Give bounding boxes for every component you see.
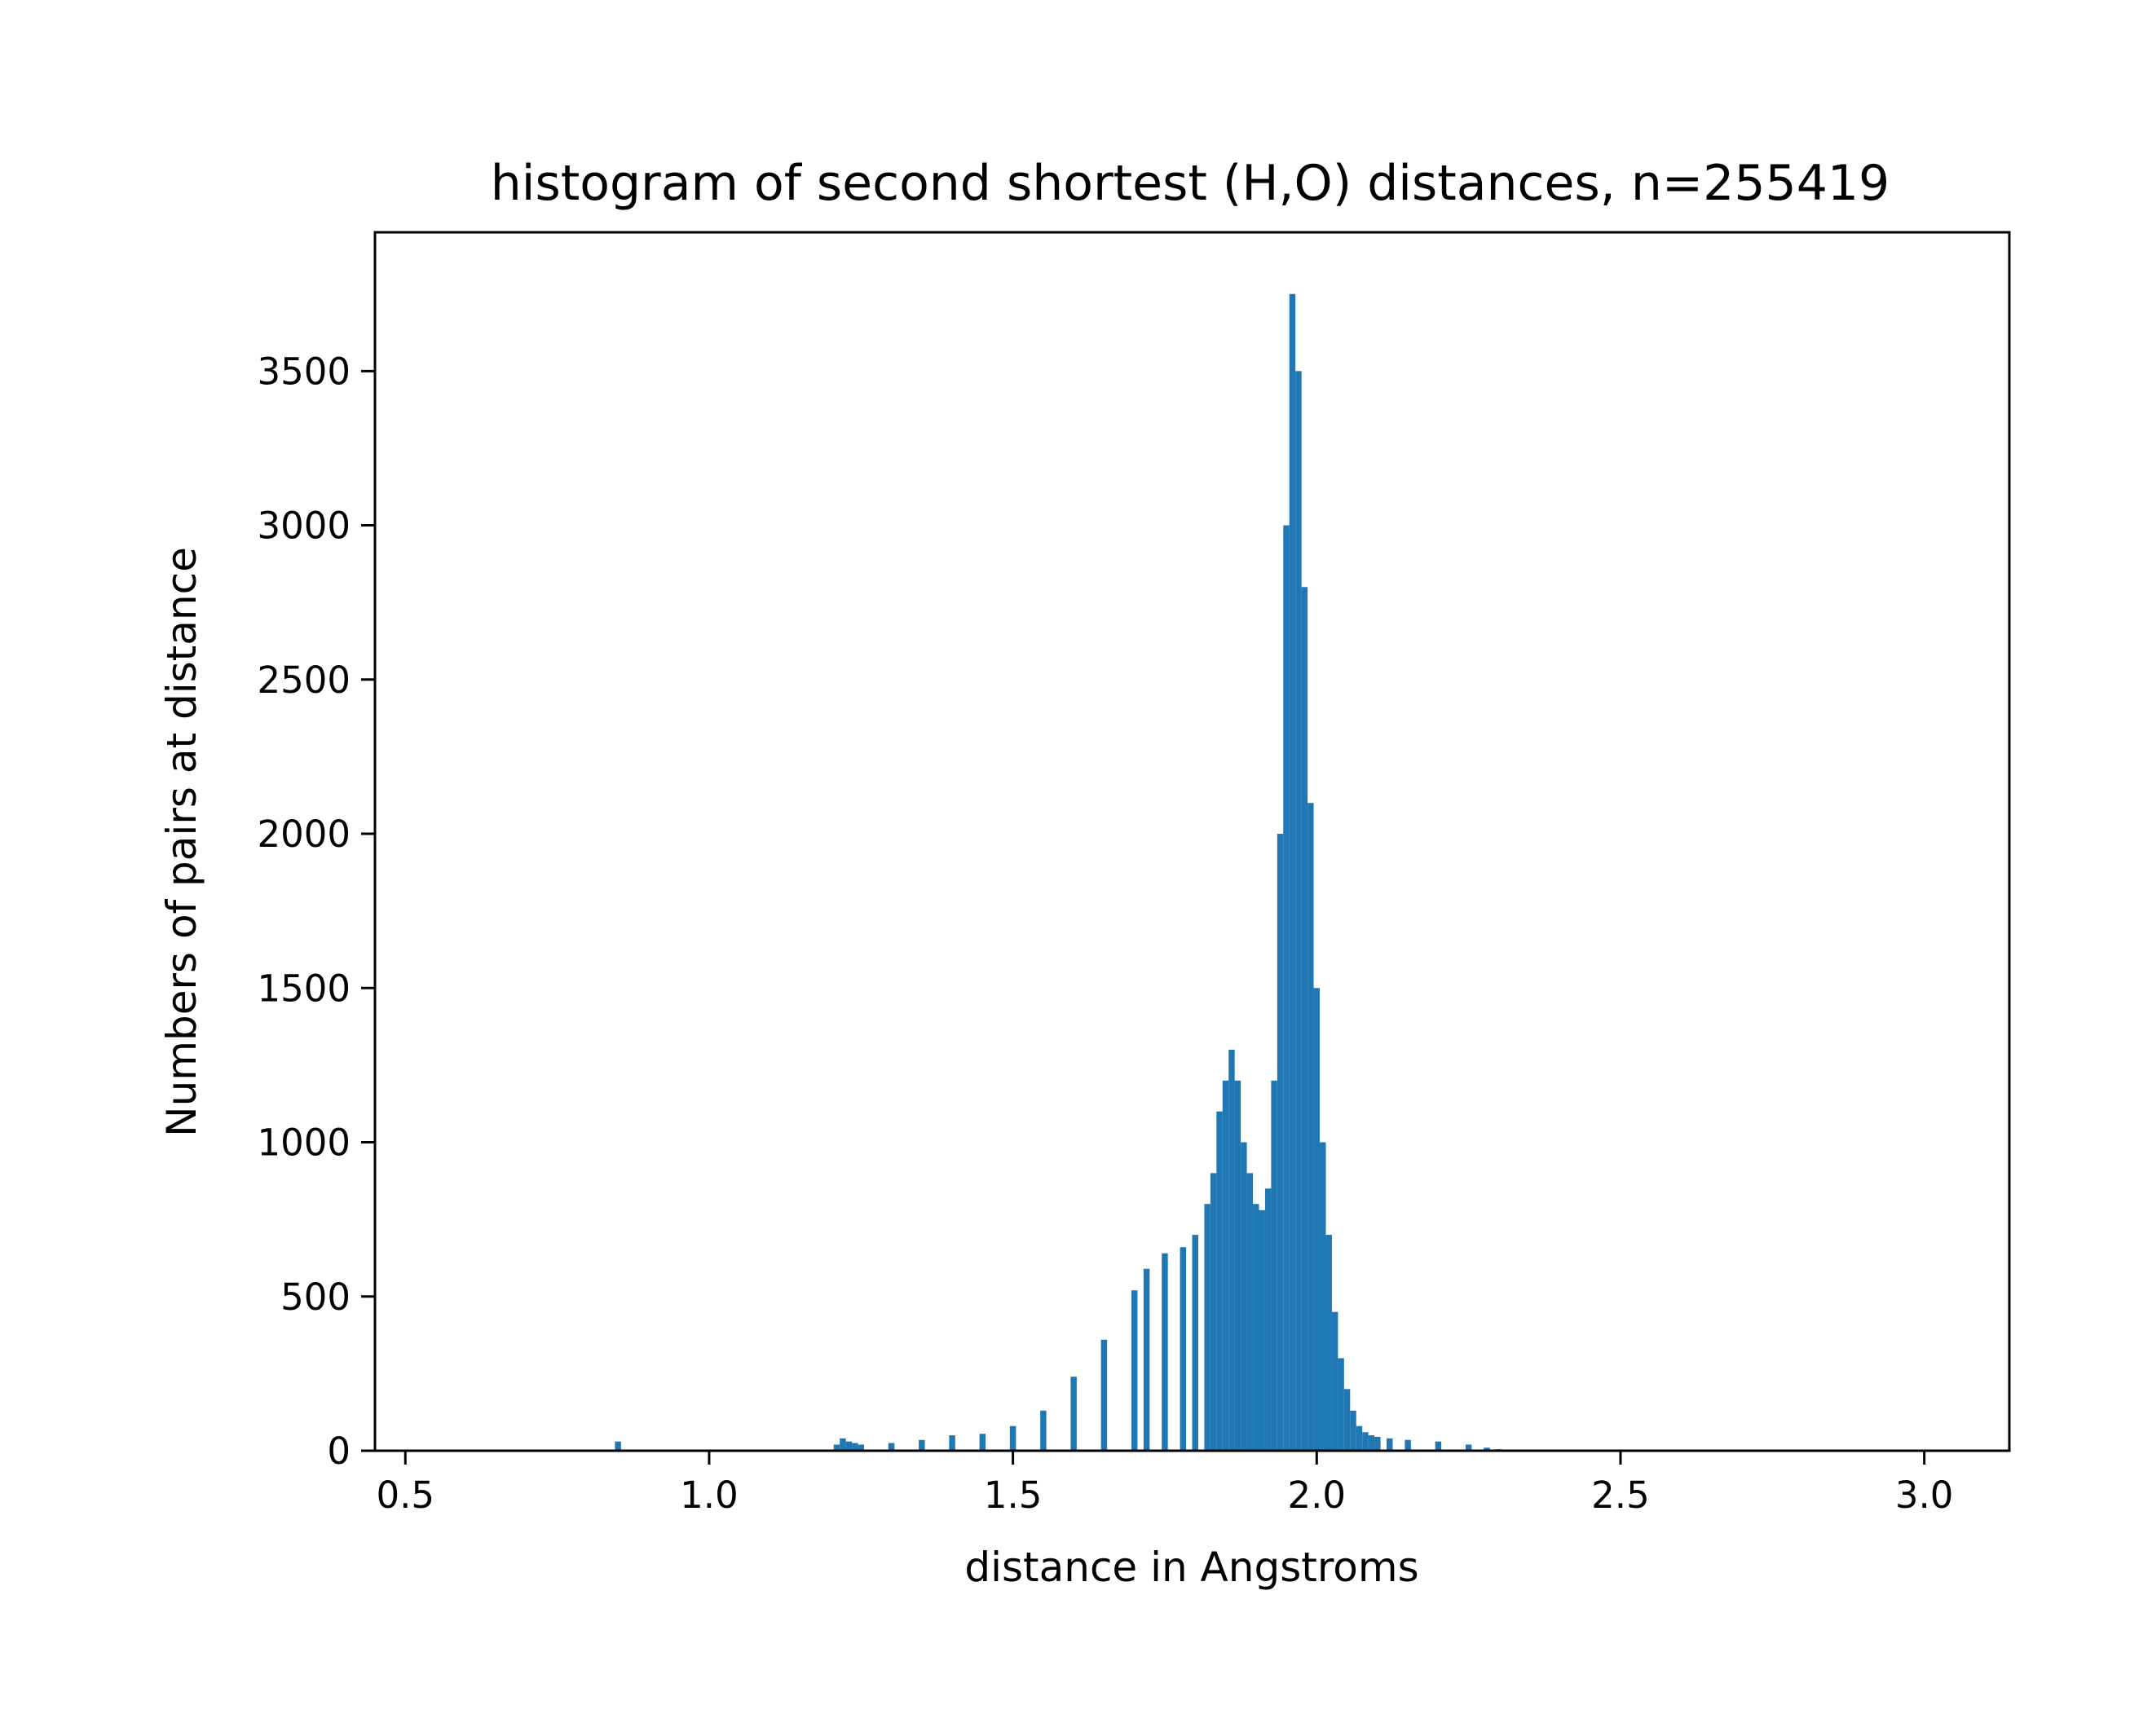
histogram-bar (1143, 1268, 1150, 1451)
histogram-bar (1343, 1389, 1351, 1451)
y-tick-label: 3000 (257, 504, 351, 548)
histogram-bar (1100, 1339, 1108, 1451)
histogram-bars (615, 293, 1502, 1452)
histogram-bar (1192, 1235, 1198, 1451)
histogram-bar (1259, 1209, 1265, 1451)
histogram-bar (1283, 525, 1290, 1452)
histogram-bar (1070, 1377, 1077, 1451)
histogram-bar (1368, 1435, 1375, 1451)
x-tick-label: 1.5 (984, 1474, 1043, 1517)
histogram-bar (1405, 1439, 1411, 1451)
histogram-bar (858, 1444, 865, 1451)
histogram-bar (1271, 1080, 1277, 1451)
histogram-bar (1295, 371, 1302, 1452)
histogram-bar (1338, 1358, 1344, 1451)
histogram-bar (1362, 1432, 1369, 1451)
histogram-bar (845, 1441, 853, 1451)
histogram-bar (852, 1443, 858, 1451)
histogram-bar (1465, 1444, 1472, 1451)
histogram-bar (1313, 988, 1321, 1451)
histogram-bar (979, 1434, 986, 1451)
histogram-bar (1222, 1080, 1229, 1451)
histogram-bar (1241, 1142, 1247, 1451)
y-tick-label: 0 (327, 1430, 351, 1473)
y-tick-label: 2000 (257, 813, 351, 856)
histogram-bar (1484, 1447, 1490, 1451)
histogram-bar (1331, 1311, 1338, 1451)
histogram-bar (1131, 1290, 1138, 1451)
histogram-bar (1009, 1425, 1016, 1451)
histogram-bar (888, 1443, 895, 1451)
histogram-bar (1264, 1188, 1272, 1451)
y-tick-label: 3500 (257, 350, 351, 393)
x-axis-ticks: 0.5 1.0 1.5 2.0 2.5 3.0 (376, 1451, 1953, 1517)
histogram-bar (1234, 1080, 1241, 1451)
histogram-bar (840, 1438, 846, 1451)
histogram-bar (615, 1441, 621, 1451)
y-axis-ticks: 0 500 1000 1500 2000 2500 3000 3500 (257, 350, 375, 1473)
histogram-bar (1387, 1438, 1393, 1451)
histogram-bar (1228, 1049, 1235, 1451)
y-tick-label: 2500 (257, 659, 351, 702)
plot-frame (373, 231, 2011, 1452)
y-tick-label: 500 (280, 1276, 351, 1319)
histogram-bar (1289, 293, 1296, 1452)
histogram-bar (1162, 1253, 1168, 1451)
histogram-bar (1350, 1410, 1356, 1451)
histogram-bar (1216, 1111, 1223, 1451)
histogram-bar (1040, 1410, 1047, 1451)
y-tick-label: 1500 (257, 967, 351, 1010)
histogram-bar (1325, 1235, 1332, 1451)
x-tick-label: 2.0 (1288, 1474, 1347, 1517)
histogram-bar (949, 1435, 955, 1451)
histogram-bar (1210, 1173, 1217, 1451)
histogram-bar (1277, 834, 1284, 1451)
x-tick-label: 2.5 (1591, 1474, 1650, 1517)
histogram-bar (1374, 1436, 1381, 1451)
histogram-bar (1308, 803, 1314, 1451)
histogram-bar (1435, 1441, 1442, 1451)
y-tick-label: 1000 (257, 1121, 351, 1165)
x-axis-label: distance in Angstroms (964, 1544, 1418, 1591)
histogram-bar (1204, 1204, 1210, 1451)
histogram-bar (1320, 1142, 1326, 1451)
histogram-bar (1253, 1204, 1259, 1451)
histogram-bar (1180, 1247, 1187, 1451)
histogram-bar (919, 1439, 925, 1451)
histogram-bar (1301, 587, 1308, 1451)
y-axis-label: Numbers of pairs at distance (158, 547, 205, 1137)
x-tick-label: 3.0 (1895, 1474, 1954, 1517)
x-tick-label: 0.5 (376, 1474, 434, 1517)
histogram-bar (833, 1444, 840, 1451)
chart-title: histogram of second shortest (H,O) dista… (491, 155, 1890, 212)
histogram-bar (1246, 1173, 1254, 1451)
histogram-bar (1356, 1425, 1363, 1451)
x-tick-label: 1.0 (680, 1474, 739, 1517)
